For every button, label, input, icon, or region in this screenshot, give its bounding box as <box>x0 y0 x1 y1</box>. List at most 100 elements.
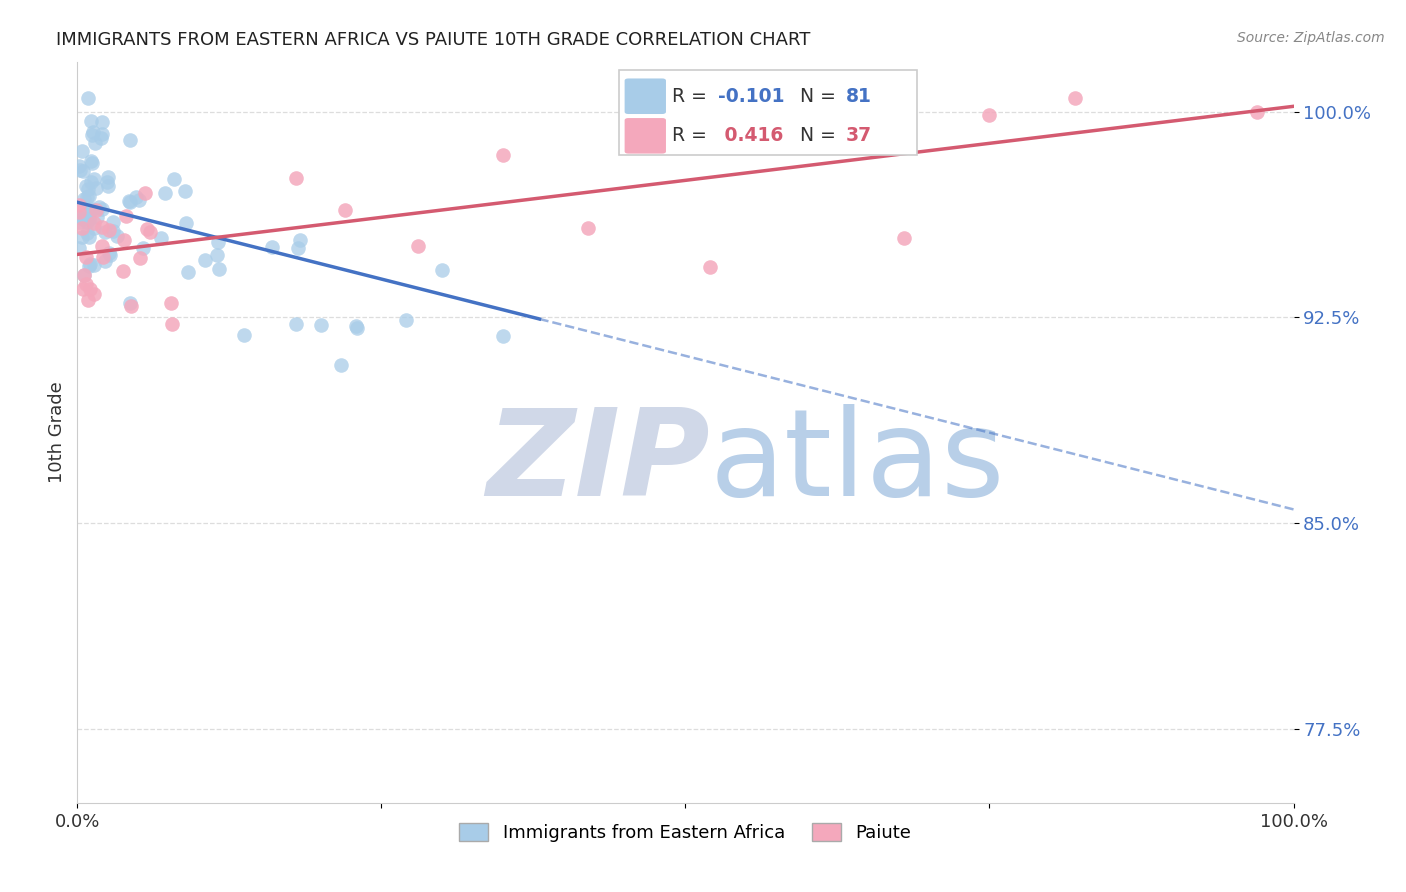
FancyBboxPatch shape <box>624 78 666 114</box>
Point <box>82 202 104 216</box>
Point <box>84 180 107 194</box>
Point <box>309 318 332 332</box>
Point <box>83 172 105 186</box>
Point <box>100 247 122 261</box>
Point <box>125 189 148 203</box>
Point <box>285 170 308 185</box>
FancyBboxPatch shape <box>619 70 917 155</box>
Point <box>135 222 157 236</box>
FancyBboxPatch shape <box>624 118 666 153</box>
Point <box>576 220 599 235</box>
Text: R =: R = <box>672 127 713 145</box>
Point <box>176 216 198 230</box>
Point <box>75 250 97 264</box>
Point <box>1246 104 1268 119</box>
Point <box>82 128 104 142</box>
Point <box>129 251 152 265</box>
Point <box>96 175 118 189</box>
Text: Source: ZipAtlas.com: Source: ZipAtlas.com <box>1237 31 1385 45</box>
Point <box>73 268 96 283</box>
Point <box>155 186 177 200</box>
Point <box>67 198 90 212</box>
Point <box>118 194 141 208</box>
Point <box>285 317 308 331</box>
Point <box>177 265 200 279</box>
Point <box>83 258 105 272</box>
Text: 0.416: 0.416 <box>718 127 783 145</box>
Point <box>101 223 124 237</box>
Point <box>91 250 114 264</box>
Point <box>112 264 135 278</box>
Point <box>77 230 100 244</box>
Point <box>893 230 915 244</box>
Point <box>97 169 120 184</box>
Point <box>79 154 101 169</box>
Point <box>287 241 309 255</box>
Point <box>91 128 114 142</box>
Point <box>162 317 184 331</box>
Point <box>80 202 103 217</box>
Point <box>79 259 101 273</box>
Point <box>120 194 142 209</box>
Point <box>67 214 90 228</box>
Point <box>76 226 98 240</box>
Point <box>118 296 141 310</box>
Point <box>72 282 94 296</box>
Point <box>395 313 418 327</box>
Point <box>134 186 156 200</box>
Point <box>76 190 98 204</box>
Point <box>90 202 112 216</box>
Legend: Immigrants from Eastern Africa, Paiute: Immigrants from Eastern Africa, Paiute <box>453 815 918 849</box>
Point <box>492 329 515 343</box>
Point <box>288 233 311 247</box>
Point <box>979 108 1001 122</box>
Point <box>97 178 120 193</box>
Point <box>80 114 103 128</box>
Point <box>77 212 100 227</box>
Text: atlas: atlas <box>710 404 1005 521</box>
Point <box>139 225 162 239</box>
Point <box>128 193 150 207</box>
Point <box>105 228 128 243</box>
Text: -0.101: -0.101 <box>718 87 785 106</box>
Point <box>101 215 124 229</box>
Point <box>344 318 367 333</box>
Point <box>159 296 181 310</box>
Point <box>83 136 105 150</box>
Point <box>72 268 94 282</box>
Point <box>233 327 256 342</box>
Point <box>67 210 90 224</box>
Point <box>94 254 117 268</box>
Point <box>205 248 228 262</box>
Point <box>75 277 97 291</box>
Point <box>194 253 217 268</box>
Point <box>80 156 103 170</box>
Point <box>173 184 195 198</box>
Point <box>114 210 136 224</box>
Point <box>72 164 94 178</box>
Point <box>72 211 94 226</box>
Point <box>94 225 117 239</box>
Point <box>86 210 108 224</box>
Point <box>149 231 172 245</box>
Point <box>76 215 98 229</box>
Point <box>796 91 818 105</box>
Point <box>207 235 229 249</box>
Point <box>67 205 90 219</box>
Point <box>79 189 101 203</box>
Point <box>120 299 142 313</box>
Point <box>208 261 231 276</box>
Y-axis label: 10th Grade: 10th Grade <box>48 382 66 483</box>
Point <box>86 203 108 218</box>
Text: R =: R = <box>672 87 713 106</box>
Point <box>67 241 90 255</box>
Point <box>90 130 112 145</box>
Point <box>83 216 105 230</box>
Point <box>79 257 101 271</box>
Point <box>1063 91 1085 105</box>
Point <box>112 233 135 247</box>
Point <box>329 358 352 372</box>
Point <box>333 202 356 217</box>
Point <box>132 241 155 255</box>
Point <box>118 133 141 147</box>
